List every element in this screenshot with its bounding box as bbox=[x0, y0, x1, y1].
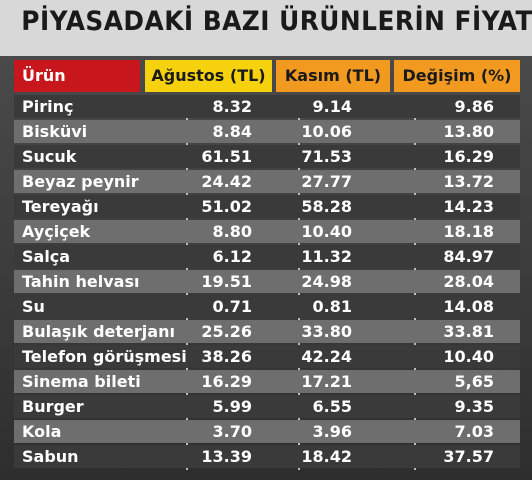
product-cell: Sucuk bbox=[22, 147, 77, 166]
value-cell: 6.55 bbox=[312, 397, 352, 416]
value-cell: 58.28 bbox=[301, 197, 352, 216]
value-cell: 5,65 bbox=[454, 372, 494, 391]
value-cell: 3.70 bbox=[212, 422, 252, 441]
product-cell: Tereyağı bbox=[22, 197, 99, 216]
value-cell: 14.23 bbox=[443, 197, 494, 216]
value-cell: 37.57 bbox=[443, 447, 494, 466]
value-cell: 0.81 bbox=[312, 297, 352, 316]
product-cell: Kola bbox=[22, 422, 62, 441]
value-cell: 10.06 bbox=[301, 122, 352, 141]
value-cell: 13.72 bbox=[443, 172, 494, 191]
table-row: Bulaşık deterjanı 25.26 33.80 33.81 bbox=[14, 320, 520, 343]
value-cell: 9.86 bbox=[454, 97, 494, 116]
header-cell: Kasım (TL) bbox=[276, 60, 390, 92]
table-header: Ürün Ağustos (TL) Kasım (TL) Değişim (%) bbox=[14, 60, 520, 92]
value-cell: 33.80 bbox=[301, 322, 352, 341]
table-row: Sabun 13.39 18.42 37.57 bbox=[14, 445, 520, 468]
value-cell: 24.42 bbox=[201, 172, 252, 191]
header-cell: Ürün bbox=[14, 60, 140, 92]
product-cell: Burger bbox=[22, 397, 84, 416]
value-cell: 9.35 bbox=[454, 397, 494, 416]
product-cell: Telefon görüşmesi bbox=[22, 347, 187, 366]
table-body: Pirinç 8.32 9.14 9.86 Bisküvi 8.84 10.06 13.80 S… bbox=[14, 95, 520, 470]
value-cell: 5.99 bbox=[212, 397, 252, 416]
product-cell: Pirinç bbox=[22, 97, 74, 116]
header-cell: Ağustos (TL) bbox=[145, 60, 272, 92]
value-cell: 27.77 bbox=[301, 172, 352, 191]
value-cell: 16.29 bbox=[201, 372, 252, 391]
value-cell: 51.02 bbox=[201, 197, 252, 216]
product-cell: Beyaz peynir bbox=[22, 172, 139, 191]
value-cell: 25.26 bbox=[201, 322, 252, 341]
table-row: Bisküvi 8.84 10.06 13.80 bbox=[14, 120, 520, 143]
value-cell: 84.97 bbox=[443, 247, 494, 266]
table-row: Telefon görüşmesi 38.26 42.24 10.40 bbox=[14, 345, 520, 368]
value-cell: 33.81 bbox=[443, 322, 494, 341]
value-cell: 28.04 bbox=[443, 272, 494, 291]
value-cell: 24.98 bbox=[301, 272, 352, 291]
table-row: Sucuk 61.51 71.53 16.29 bbox=[14, 145, 520, 168]
value-cell: 6.12 bbox=[212, 247, 252, 266]
value-cell: 7.03 bbox=[454, 422, 494, 441]
table-row: Tahin helvası 19.51 24.98 28.04 bbox=[14, 270, 520, 293]
value-cell: 0.71 bbox=[212, 297, 252, 316]
table-row: Pirinç 8.32 9.14 9.86 bbox=[14, 95, 520, 118]
product-cell: Sabun bbox=[22, 447, 79, 466]
title: PİYASADAKİ BAZI ÜRÜNLERİN FİYATLARI bbox=[21, 6, 532, 37]
product-cell: Bisküvi bbox=[22, 122, 88, 141]
table-row: Ayçiçek 8.80 10.40 18.18 bbox=[14, 220, 520, 243]
table-row: Beyaz peynir 24.42 27.77 13.72 bbox=[14, 170, 520, 193]
product-cell: Ayçiçek bbox=[22, 222, 91, 241]
value-cell: 18.42 bbox=[301, 447, 352, 466]
value-cell: 42.24 bbox=[301, 347, 352, 366]
value-cell: 11.32 bbox=[301, 247, 352, 266]
table-row: Sinema bileti 16.29 17.21 5,65 bbox=[14, 370, 520, 393]
value-cell: 61.51 bbox=[201, 147, 252, 166]
value-cell: 13.80 bbox=[443, 122, 494, 141]
product-cell: Su bbox=[22, 297, 45, 316]
value-cell: 3.96 bbox=[312, 422, 352, 441]
product-cell: Salça bbox=[22, 247, 71, 266]
product-cell: Sinema bileti bbox=[22, 372, 141, 391]
value-cell: 14.08 bbox=[443, 297, 494, 316]
value-cell: 17.21 bbox=[301, 372, 352, 391]
value-cell: 10.40 bbox=[443, 347, 494, 366]
table-row: Burger 5.99 6.55 9.35 bbox=[14, 395, 520, 418]
value-cell: 16.29 bbox=[443, 147, 494, 166]
value-cell: 38.26 bbox=[201, 347, 252, 366]
table-row: Salça 6.12 11.32 84.97 bbox=[14, 245, 520, 268]
value-cell: 13.39 bbox=[201, 447, 252, 466]
value-cell: 8.32 bbox=[212, 97, 252, 116]
table-row: Kola 3.70 3.96 7.03 bbox=[14, 420, 520, 443]
value-cell: 19.51 bbox=[201, 272, 252, 291]
table-row: Tereyağı 51.02 58.28 14.23 bbox=[14, 195, 520, 218]
value-cell: 8.84 bbox=[212, 122, 252, 141]
value-cell: 18.18 bbox=[443, 222, 494, 241]
header-cell: Değişim (%) bbox=[394, 60, 520, 92]
value-cell: 8.80 bbox=[212, 222, 252, 241]
value-cell: 9.14 bbox=[312, 97, 352, 116]
table-row: Su 0.71 0.81 14.08 bbox=[14, 295, 520, 318]
value-cell: 71.53 bbox=[301, 147, 352, 166]
product-cell: Tahin helvası bbox=[22, 272, 140, 291]
product-cell: Bulaşık deterjanı bbox=[22, 322, 175, 341]
value-cell: 10.40 bbox=[301, 222, 352, 241]
